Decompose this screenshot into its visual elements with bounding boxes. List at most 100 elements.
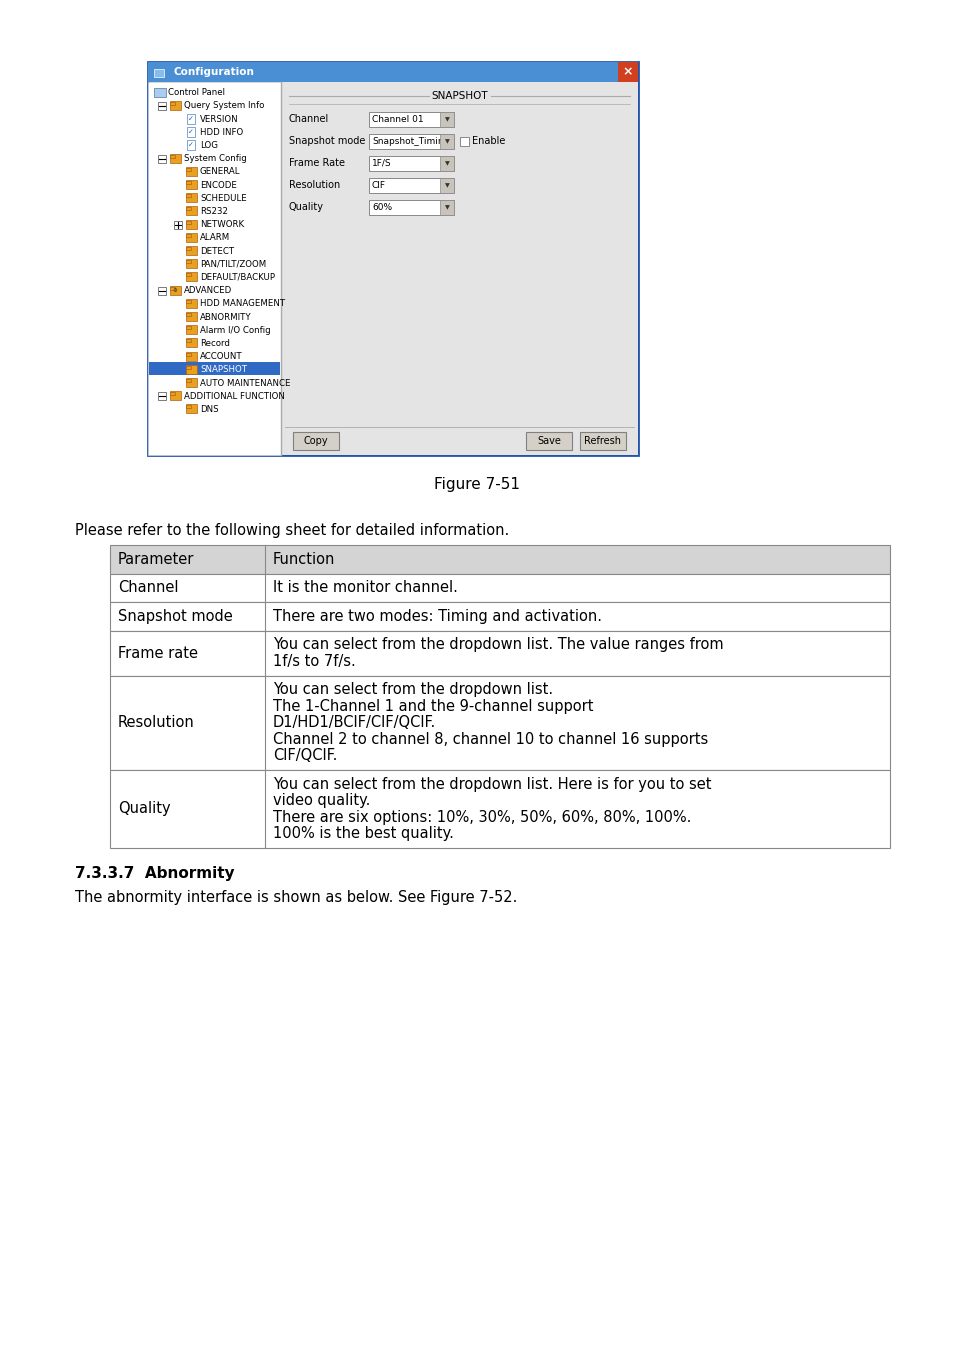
Text: ✓: ✓ — [188, 130, 193, 135]
Bar — [186, 234, 191, 236]
Bar — [186, 167, 191, 171]
Text: RS232: RS232 — [200, 207, 228, 216]
Text: The abnormity interface is shown as below. See Figure 7-52.: The abnormity interface is shown as belo… — [75, 890, 517, 905]
Text: It is the monitor channel.: It is the monitor channel. — [273, 580, 457, 595]
Bar — [186, 378, 196, 387]
Text: You can select from the dropdown list.: You can select from the dropdown list. — [273, 682, 553, 697]
Bar — [170, 101, 174, 105]
Text: ADVANCED: ADVANCED — [184, 286, 232, 296]
Bar — [110, 574, 889, 602]
Bar — [186, 232, 196, 242]
Bar — [186, 339, 191, 343]
Bar — [186, 351, 196, 360]
Text: ENCODE: ENCODE — [200, 181, 236, 189]
Bar — [153, 88, 166, 97]
Text: SNAPSHOT: SNAPSHOT — [200, 366, 247, 374]
Bar — [186, 180, 196, 189]
Text: SCHEDULE: SCHEDULE — [200, 193, 247, 202]
Text: Frame rate: Frame rate — [118, 645, 198, 660]
Text: Please refer to the following sheet for detailed information.: Please refer to the following sheet for … — [75, 522, 509, 539]
Bar — [459, 136, 469, 146]
Bar — [186, 327, 191, 329]
Text: ABNORMITY: ABNORMITY — [200, 312, 252, 321]
Text: Control Panel: Control Panel — [168, 88, 225, 97]
Bar — [186, 352, 191, 355]
Bar — [186, 339, 196, 347]
Bar — [153, 69, 164, 77]
Bar — [618, 62, 638, 82]
Bar — [186, 366, 191, 369]
Bar — [186, 167, 196, 176]
Bar — [186, 405, 196, 413]
Text: System Config: System Config — [184, 154, 247, 163]
Text: Snapshot_Timing: Snapshot_Timing — [372, 136, 449, 146]
Text: ▼: ▼ — [444, 184, 449, 188]
Text: Save: Save — [537, 436, 560, 446]
Text: Enable: Enable — [472, 136, 505, 147]
Text: DETECT: DETECT — [200, 247, 233, 255]
Text: ×: × — [622, 66, 633, 78]
Bar — [170, 101, 181, 109]
Bar — [186, 300, 191, 302]
Bar — [186, 298, 196, 308]
Bar — [439, 134, 454, 148]
Text: PAN/TILT/ZOOM: PAN/TILT/ZOOM — [200, 259, 266, 269]
Text: You can select from the dropdown list. The value ranges from: You can select from the dropdown list. T… — [273, 637, 723, 652]
Bar — [439, 200, 454, 215]
Text: Configuration: Configuration — [173, 68, 254, 77]
Bar — [186, 325, 196, 335]
Bar — [186, 181, 191, 184]
Text: Query System Info: Query System Info — [184, 101, 264, 111]
Text: DNS: DNS — [200, 405, 218, 414]
Bar — [170, 154, 181, 162]
Bar — [439, 157, 454, 171]
Bar — [186, 405, 191, 409]
Bar — [439, 112, 454, 127]
Text: ✓: ✓ — [188, 116, 193, 122]
Text: ✓: ✓ — [188, 142, 193, 148]
Bar — [158, 155, 166, 162]
Text: ADDITIONAL FUNCTION: ADDITIONAL FUNCTION — [184, 392, 285, 401]
Text: There are six options: 10%, 30%, 50%, 60%, 80%, 100%.: There are six options: 10%, 30%, 50%, 60… — [273, 810, 691, 825]
Bar — [369, 112, 454, 127]
Bar — [187, 127, 194, 138]
Text: You can select from the dropdown list. Here is for you to set: You can select from the dropdown list. H… — [273, 776, 711, 791]
Text: 7.3.3.7  Abnormity: 7.3.3.7 Abnormity — [75, 865, 234, 882]
Text: Alarm I/O Config: Alarm I/O Config — [200, 325, 271, 335]
Text: LOG: LOG — [200, 140, 218, 150]
Bar — [439, 178, 454, 193]
Bar — [186, 379, 191, 382]
Bar — [158, 393, 166, 400]
Bar — [369, 200, 454, 215]
Bar — [186, 312, 196, 321]
Bar — [149, 362, 280, 375]
Text: ▼: ▼ — [444, 161, 449, 166]
Text: SNAPSHOT: SNAPSHOT — [431, 90, 487, 101]
Text: GENERAL: GENERAL — [200, 167, 240, 177]
Text: Record: Record — [200, 339, 230, 348]
Text: HDD MANAGEMENT: HDD MANAGEMENT — [200, 300, 285, 308]
Bar — [525, 432, 572, 450]
Bar — [186, 194, 191, 197]
Bar — [148, 62, 638, 455]
Text: Channel: Channel — [289, 115, 329, 124]
Text: Channel 01: Channel 01 — [372, 115, 423, 124]
Bar — [158, 101, 166, 109]
Text: Frame Rate: Frame Rate — [289, 158, 345, 169]
Bar — [186, 261, 191, 263]
Bar — [369, 178, 454, 193]
Bar — [158, 286, 166, 294]
Bar — [186, 259, 196, 269]
Text: HDD INFO: HDD INFO — [200, 128, 243, 136]
Text: Copy: Copy — [303, 436, 328, 446]
Bar — [369, 157, 454, 171]
Text: Channel 2 to channel 8, channel 10 to channel 16 supports: Channel 2 to channel 8, channel 10 to ch… — [273, 732, 707, 747]
Bar — [170, 155, 174, 158]
Bar — [110, 545, 889, 574]
Bar — [186, 364, 196, 374]
Text: ACCOUNT: ACCOUNT — [200, 352, 242, 360]
Text: Function: Function — [273, 552, 335, 567]
Text: Resolution: Resolution — [118, 716, 194, 730]
Bar — [579, 432, 625, 450]
Bar — [170, 393, 174, 396]
